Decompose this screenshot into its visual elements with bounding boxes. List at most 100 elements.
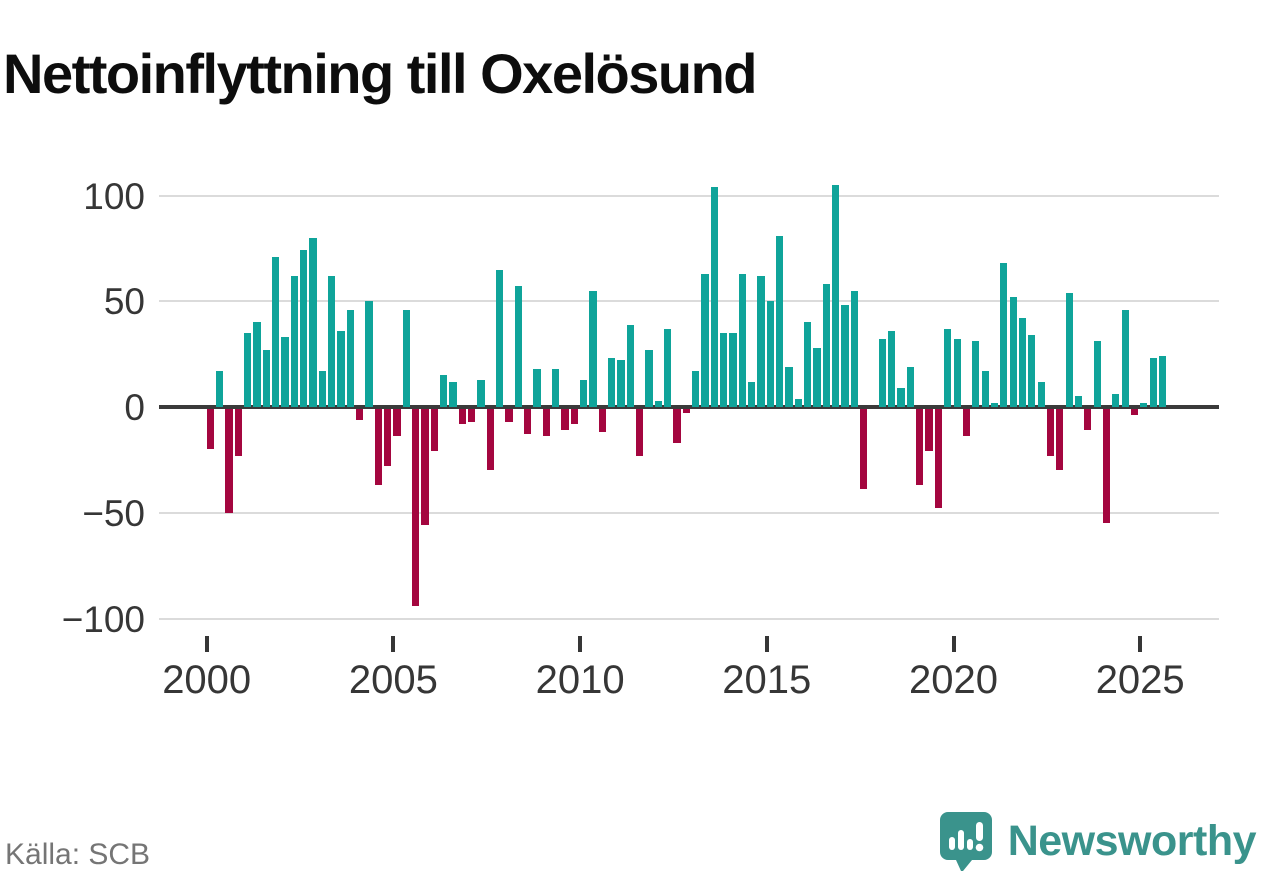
bar (393, 409, 401, 437)
bar (421, 409, 429, 526)
y-tick-label: −100 (61, 598, 145, 640)
bar (318, 371, 327, 407)
bar (580, 379, 588, 407)
bar (1009, 297, 1017, 407)
bar (748, 381, 756, 407)
bar (785, 366, 793, 407)
bar (206, 409, 214, 450)
bar (701, 273, 709, 407)
bar (990, 402, 999, 407)
x-tick-label: 2000 (162, 658, 252, 702)
bar (1056, 409, 1064, 471)
bar (962, 409, 971, 437)
bar (561, 409, 569, 431)
bar (486, 409, 495, 471)
bar (822, 284, 831, 407)
bar (626, 324, 635, 407)
bar (244, 332, 252, 407)
bar (794, 398, 803, 407)
bar-chart-plot-area: 100 50 0 −50 −100 2000 2005 2010 2015 2020 2025 (61, 175, 1219, 702)
bar (608, 358, 616, 407)
bar (953, 339, 961, 407)
bar (1112, 394, 1120, 407)
bar (841, 305, 849, 407)
bar (682, 409, 691, 414)
bar (328, 275, 336, 407)
bar (972, 341, 980, 407)
bar (1028, 335, 1036, 407)
x-tick-label: 2015 (722, 658, 812, 702)
grid-line (159, 194, 1219, 197)
bar (1018, 318, 1027, 407)
bar (1121, 309, 1129, 407)
bar (1149, 358, 1157, 407)
bar (1074, 396, 1083, 407)
bar (776, 235, 784, 407)
bar (1046, 409, 1055, 456)
brand-footer: Newsworthy (938, 810, 1257, 872)
bar (384, 409, 392, 467)
bar (346, 309, 355, 407)
bar (1140, 402, 1148, 407)
grid-line (159, 300, 1219, 303)
bar (272, 256, 280, 407)
bar (598, 409, 607, 433)
y-tick-label: 0 (124, 387, 145, 428)
bar (1037, 381, 1045, 407)
bar (290, 275, 298, 407)
bar (804, 322, 812, 407)
bar (365, 301, 373, 407)
y-tick-label: −50 (82, 492, 145, 534)
grid-line (159, 511, 1219, 514)
bar (440, 375, 448, 407)
x-tick-mark (764, 636, 769, 652)
bar (281, 337, 289, 407)
x-tick-label: 2020 (909, 658, 998, 702)
bar (468, 409, 476, 422)
x-tick-mark (204, 636, 209, 652)
bar (300, 250, 308, 407)
bar (412, 409, 420, 606)
bar (692, 371, 700, 407)
bar (514, 286, 523, 407)
bar (402, 309, 411, 407)
bar (542, 409, 551, 437)
bar (944, 328, 952, 407)
bar (309, 237, 317, 407)
bar (738, 273, 747, 407)
bar (813, 347, 821, 407)
bar (654, 400, 663, 407)
bar (888, 330, 896, 407)
bar (850, 290, 859, 407)
y-tick-label: 100 (83, 175, 145, 217)
bar (216, 371, 224, 407)
bar (1102, 409, 1111, 524)
bar (766, 301, 775, 407)
bar (916, 409, 924, 486)
bar (1084, 409, 1092, 431)
x-tick-label: 2005 (348, 658, 438, 702)
bar (337, 330, 345, 407)
bar (234, 409, 242, 456)
bar (533, 368, 541, 407)
x-tick-mark (951, 636, 956, 652)
bar (1130, 409, 1139, 416)
bar (496, 269, 504, 407)
x-tick-label: 2025 (1095, 658, 1185, 702)
bar (253, 322, 261, 407)
bar (1065, 292, 1073, 407)
brand-wordmark: Newsworthy (1007, 816, 1257, 865)
bar (934, 409, 943, 509)
bar (729, 332, 737, 407)
bar (860, 409, 868, 490)
source-note: Källa: SCB (5, 838, 151, 871)
bar (356, 409, 364, 420)
bar (552, 368, 560, 407)
bar (374, 409, 383, 486)
bar (505, 409, 513, 422)
bar (449, 381, 457, 407)
bar (524, 409, 532, 435)
x-tick-mark (578, 636, 583, 652)
bar (710, 187, 719, 407)
